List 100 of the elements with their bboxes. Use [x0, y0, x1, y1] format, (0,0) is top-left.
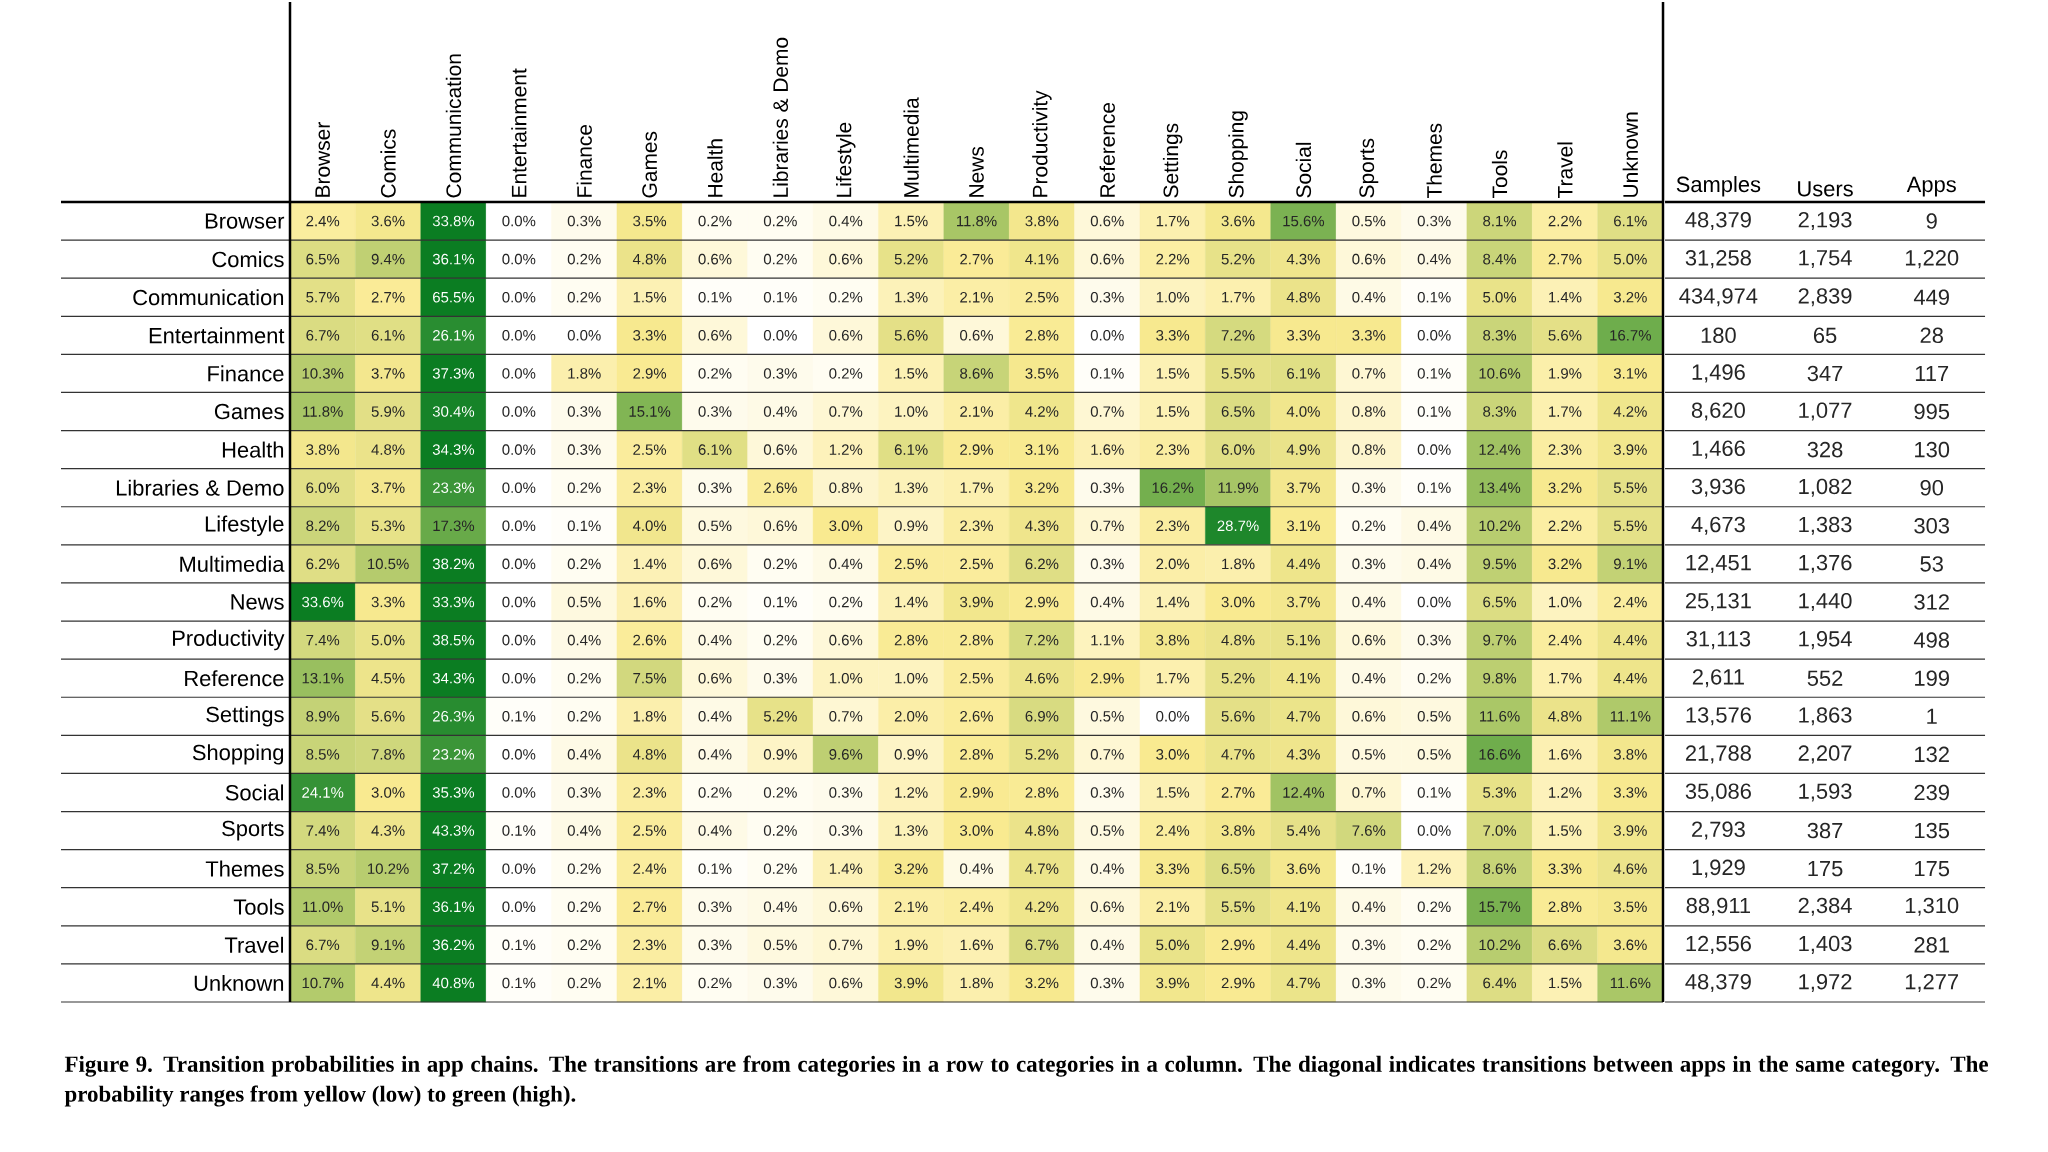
- data-label: 28.7%: [1217, 520, 1259, 532]
- data-label: 303: [1914, 518, 1950, 534]
- data-label: 1.4%: [1156, 596, 1190, 608]
- data-label: 3.7%: [371, 482, 405, 493]
- data-label: 0.7%: [1090, 406, 1124, 417]
- data-label: 2.7%: [1548, 253, 1582, 265]
- data-label: 1,220: [1905, 250, 1959, 269]
- data-label: 0.0%: [502, 787, 536, 798]
- data-label: 0.3%: [829, 825, 863, 836]
- data-label: 2.5%: [633, 444, 667, 455]
- data-label: 1.8%: [568, 368, 601, 379]
- data-label: 16.7%: [1610, 330, 1651, 341]
- data-label: 3.0%: [1221, 596, 1255, 608]
- data-label: 5.3%: [371, 520, 405, 532]
- data-label: 40.8%: [432, 977, 475, 989]
- data-label: 3.8%: [1613, 749, 1647, 760]
- data-label: 0.0%: [1417, 330, 1451, 341]
- data-label: 5.5%: [1221, 901, 1255, 913]
- data-label: 1.0%: [1549, 596, 1582, 608]
- data-label: 2.4%: [1614, 596, 1647, 608]
- x-tick-label: Unknown: [1622, 112, 1638, 197]
- data-label: 5.2%: [894, 253, 928, 265]
- data-label: 2.3%: [633, 939, 667, 951]
- data-label: 4.6%: [1613, 863, 1647, 874]
- data-label: 0.4%: [698, 825, 732, 836]
- data-label: 0.2%: [567, 253, 601, 265]
- data-label: 0.8%: [829, 482, 863, 493]
- data-label: 0.1%: [1417, 406, 1451, 417]
- data-label: 5.1%: [1286, 634, 1320, 646]
- data-label: 33.6%: [302, 596, 344, 608]
- y-tick-label: Themes: [205, 860, 284, 877]
- data-label: 0.1%: [502, 825, 536, 836]
- data-label: 8.2%: [306, 520, 340, 532]
- data-label: 8.1%: [1483, 215, 1517, 227]
- data-label: 2.7%: [1221, 787, 1255, 798]
- data-label: 11.8%: [303, 406, 343, 417]
- data-label: 5.0%: [1156, 939, 1190, 951]
- data-label: 4.9%: [1286, 444, 1320, 455]
- data-label: 0.0%: [1417, 444, 1451, 455]
- data-label: 1.3%: [895, 482, 928, 493]
- data-label: 7.4%: [306, 634, 340, 646]
- data-label: 0.5%: [698, 520, 732, 532]
- data-label: 6.4%: [1483, 977, 1517, 989]
- data-label: 0.1%: [1090, 368, 1124, 379]
- y-tick-label: Settings: [206, 706, 284, 727]
- data-label: 8.6%: [960, 368, 993, 379]
- data-label: 7.8%: [371, 749, 405, 760]
- data-label: 4.1%: [1025, 253, 1059, 265]
- data-label: 0.9%: [894, 520, 928, 532]
- data-label: 2.7%: [960, 253, 993, 265]
- data-label: 48,379: [1685, 211, 1751, 231]
- data-label: 2.6%: [633, 634, 667, 646]
- data-label: 8.3%: [1483, 406, 1517, 417]
- x-tick-label: Samples: [1676, 176, 1761, 197]
- data-label: 1.5%: [1549, 977, 1582, 989]
- data-label: 2.8%: [960, 634, 993, 646]
- data-label: 0.2%: [698, 596, 732, 608]
- data-label: 3.2%: [1025, 482, 1059, 493]
- data-label: 2.6%: [764, 482, 797, 493]
- data-label: 8,620: [1691, 402, 1745, 421]
- data-label: 4,673: [1691, 516, 1745, 535]
- data-label: 0.9%: [894, 749, 928, 760]
- data-label: 2.5%: [960, 672, 993, 684]
- data-label: 13.4%: [1479, 482, 1521, 493]
- data-label: 65.5%: [433, 291, 475, 303]
- data-label: 9.7%: [1483, 634, 1517, 646]
- data-label: 0.4%: [1352, 596, 1386, 608]
- data-label: 0.4%: [1090, 596, 1124, 608]
- data-label: 0.0%: [502, 672, 536, 684]
- data-label: 5.2%: [1221, 672, 1255, 684]
- data-label: 0.5%: [1417, 710, 1451, 722]
- data-label: 0.7%: [1352, 368, 1386, 379]
- data-label: 0.4%: [698, 710, 732, 722]
- data-label: 3.5%: [1613, 901, 1647, 913]
- data-label: 1,593: [1799, 783, 1852, 802]
- data-label: 0.1%: [1417, 291, 1451, 303]
- data-label: 0.7%: [829, 939, 863, 951]
- data-label: 2,207: [1798, 745, 1852, 764]
- data-label: 0.7%: [1352, 787, 1386, 798]
- data-label: 9: [1926, 213, 1937, 229]
- data-label: 48,379: [1685, 973, 1751, 993]
- data-label: 2,384: [1798, 897, 1852, 916]
- data-label: 0.3%: [1090, 787, 1124, 798]
- data-label: 1: [1927, 708, 1937, 724]
- data-label: 30.4%: [432, 406, 475, 417]
- data-label: 1.4%: [633, 558, 667, 570]
- data-label: 3.2%: [1613, 291, 1647, 303]
- data-label: 0.6%: [1090, 901, 1124, 913]
- data-label: 6.7%: [1025, 939, 1059, 951]
- data-label: 0.2%: [763, 825, 797, 836]
- data-label: 0.2%: [1417, 901, 1451, 913]
- x-tick-label: Games: [642, 131, 658, 198]
- data-label: 38.5%: [432, 634, 475, 646]
- data-label: 5.4%: [1286, 825, 1320, 836]
- data-label: 12,556: [1686, 935, 1751, 954]
- data-label: 5.0%: [1483, 291, 1517, 303]
- data-label: 0.3%: [1090, 977, 1124, 989]
- data-label: 0.2%: [567, 558, 601, 570]
- data-label: 3.6%: [371, 215, 405, 227]
- y-tick-label: Entertainment: [149, 327, 285, 344]
